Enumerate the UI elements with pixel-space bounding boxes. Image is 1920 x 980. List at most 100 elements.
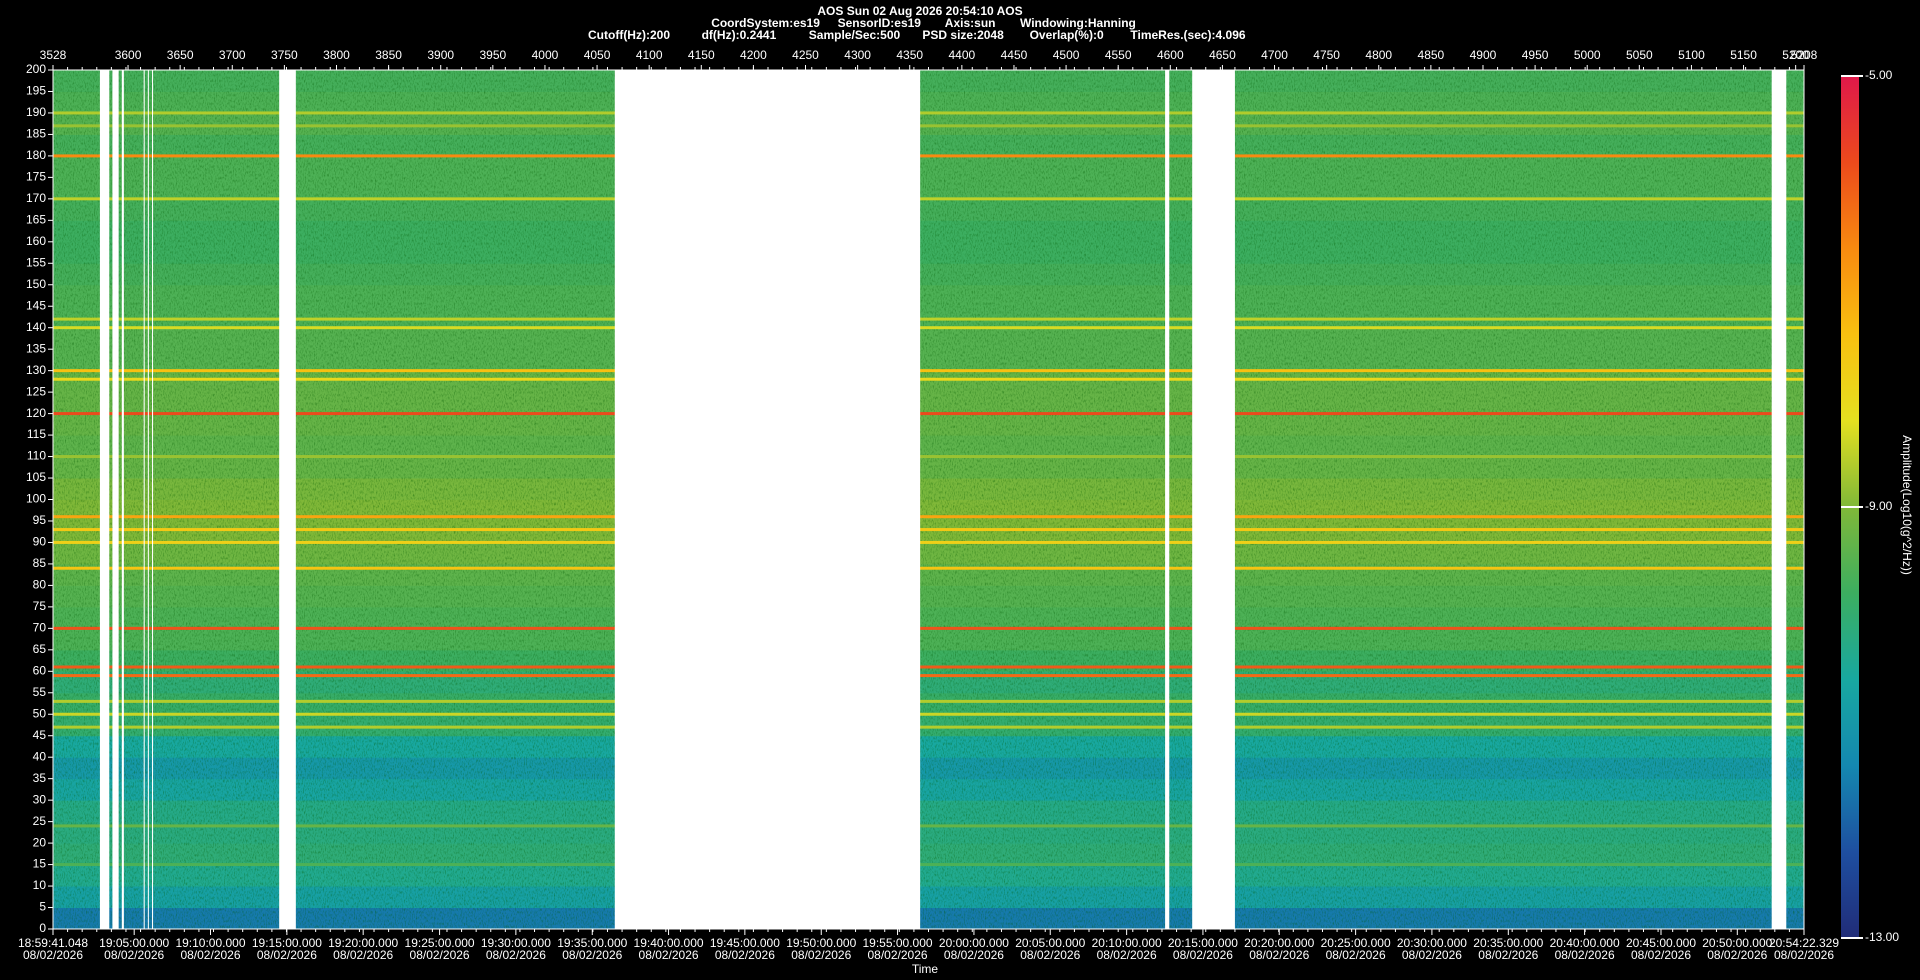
- data-gap: [614, 70, 921, 929]
- time-tick-date: 08/02/2026: [639, 948, 699, 962]
- x-tick-label: 4250: [792, 48, 819, 62]
- chart-subtitle: Axis:sun: [945, 16, 996, 30]
- time-tick-label: 19:40:00.000: [634, 936, 704, 950]
- data-gap: [143, 70, 145, 929]
- time-tick-date: 08/02/2026: [333, 948, 393, 962]
- x-tick-label: 3528: [40, 48, 67, 62]
- x-tick-label: 4000: [532, 48, 559, 62]
- time-tick-date: 08/02/2026: [1326, 948, 1386, 962]
- time-tick-date: 08/02/2026: [868, 948, 928, 962]
- x-tick-label: 4550: [1105, 48, 1132, 62]
- x-tick-label: 4100: [636, 48, 663, 62]
- chart-subtitle: Overlap(%):0: [1030, 28, 1104, 42]
- colorbar-tick-label: -5.00: [1865, 68, 1893, 82]
- data-gap: [279, 70, 296, 929]
- time-tick-label: 20:05:00.000: [1015, 936, 1085, 950]
- time-tick-label: 19:30:00.000: [481, 936, 551, 950]
- time-tick-label: 20:30:00.000: [1397, 936, 1467, 950]
- tonal-line: [53, 124, 1804, 128]
- y-tick-label: 125: [26, 384, 46, 398]
- y-tick-label: 195: [26, 84, 46, 98]
- time-tick-date: 08/02/2026: [486, 948, 546, 962]
- time-tick-label: 20:54:22.329: [1769, 936, 1839, 950]
- y-tick-label: 190: [26, 105, 46, 119]
- y-tick-label: 35: [33, 771, 47, 785]
- y-tick-label: 85: [33, 556, 47, 570]
- x-tick-label: 4300: [844, 48, 871, 62]
- time-tick-date: 08/02/2026: [1631, 948, 1691, 962]
- tonal-line: [53, 824, 1804, 828]
- x-tick-label: 4850: [1418, 48, 1445, 62]
- tonal-line: [53, 326, 1804, 330]
- data-gap: [1192, 70, 1235, 929]
- y-tick-label: 135: [26, 341, 46, 355]
- time-tick-date: 08/02/2026: [1173, 948, 1233, 962]
- time-tick-date: 08/02/2026: [1774, 948, 1834, 962]
- data-gap: [1165, 70, 1170, 929]
- y-tick-label: 70: [33, 621, 47, 635]
- x-tick-label: 4900: [1470, 48, 1497, 62]
- x-tick-label: 3700: [219, 48, 246, 62]
- x-tick-label: 3950: [479, 48, 506, 62]
- x-tick-label: 5000: [1574, 48, 1601, 62]
- x-tick-label: 3600: [115, 48, 142, 62]
- tonal-line: [53, 674, 1804, 678]
- x-tick-label: 4750: [1313, 48, 1340, 62]
- time-tick-label: 20:20:00.000: [1244, 936, 1314, 950]
- time-tick-date: 08/02/2026: [791, 948, 851, 962]
- y-tick-label: 45: [33, 728, 47, 742]
- time-tick-label: 19:45:00.000: [710, 936, 780, 950]
- heatmap: [53, 70, 1804, 929]
- time-tick-label: 18:59:41.048: [18, 936, 88, 950]
- x-tick-label: 5050: [1626, 48, 1653, 62]
- data-gap: [147, 70, 149, 929]
- time-tick-date: 08/02/2026: [23, 948, 83, 962]
- y-tick-label: 170: [26, 191, 46, 205]
- time-tick-label: 20:35:00.000: [1473, 936, 1543, 950]
- time-tick-label: 19:15:00.000: [252, 936, 322, 950]
- y-tick-label: 160: [26, 234, 46, 248]
- y-tick-label: 20: [33, 835, 47, 849]
- time-tick-date: 08/02/2026: [1249, 948, 1309, 962]
- x-tick-label: 4650: [1209, 48, 1236, 62]
- time-tick-date: 08/02/2026: [715, 948, 775, 962]
- y-tick-label: 120: [26, 406, 46, 420]
- x-tick-label: 5208: [1791, 48, 1818, 62]
- y-tick-label: 5: [39, 900, 46, 914]
- y-tick-label: 15: [33, 857, 47, 871]
- chart-subtitle: TimeRes.(sec):4.096: [1130, 28, 1246, 42]
- data-gap: [152, 70, 154, 929]
- y-tick-label: 75: [33, 599, 47, 613]
- y-tick-label: 200: [26, 62, 46, 76]
- time-tick-label: 19:50:00.000: [786, 936, 856, 950]
- tonal-line: [53, 455, 1804, 459]
- chart-subtitle: SensorID:es19: [838, 16, 922, 30]
- tonal-line: [53, 566, 1804, 570]
- x-tick-label: 4950: [1522, 48, 1549, 62]
- y-tick-label: 165: [26, 212, 46, 226]
- y-tick-label: 150: [26, 277, 46, 291]
- x-tick-label: 5100: [1678, 48, 1705, 62]
- x-tick-label: 3900: [427, 48, 454, 62]
- y-tick-label: 90: [33, 535, 47, 549]
- time-tick-date: 08/02/2026: [562, 948, 622, 962]
- tonal-line: [53, 515, 1804, 519]
- time-tick-label: 20:40:00.000: [1550, 936, 1620, 950]
- chart-title: AOS Sun 02 Aug 2026 20:54:10 AOS: [817, 4, 1022, 18]
- time-tick-date: 08/02/2026: [1402, 948, 1462, 962]
- tonal-line: [53, 665, 1804, 669]
- y-tick-label: 110: [27, 449, 46, 463]
- chart-subtitle: Windowing:Hanning: [1020, 16, 1136, 30]
- tonal-line: [53, 377, 1804, 381]
- time-tick-label: 19:05:00.000: [99, 936, 169, 950]
- time-tick-date: 08/02/2026: [1020, 948, 1080, 962]
- time-tick-date: 08/02/2026: [944, 948, 1004, 962]
- x-tick-label: 4200: [740, 48, 767, 62]
- time-tick-label: 19:55:00.000: [863, 936, 933, 950]
- time-tick-label: 19:35:00.000: [557, 936, 627, 950]
- y-tick-label: 55: [33, 685, 47, 699]
- time-tick-date: 08/02/2026: [1097, 948, 1157, 962]
- x-tick-label: 5200: [1782, 48, 1809, 62]
